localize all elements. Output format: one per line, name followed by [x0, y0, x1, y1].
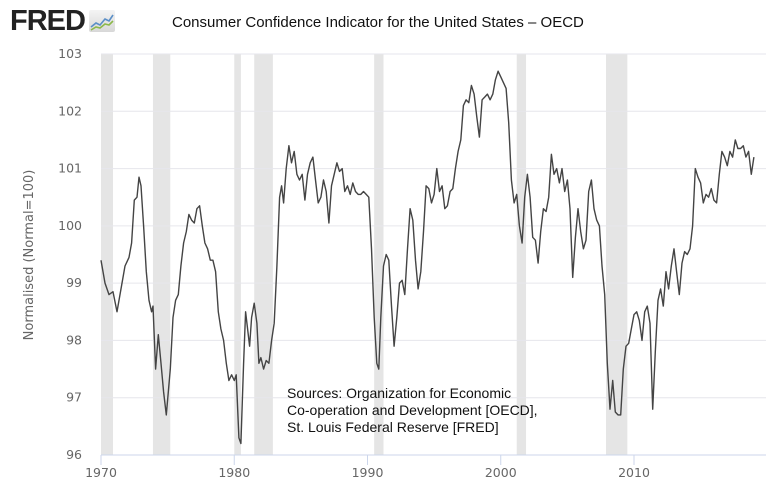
chart-title: Consumer Confidence Indicator for the Un…	[172, 14, 584, 31]
y-tick-label: 100	[58, 218, 82, 233]
x-axis: 1970 1980 1990 2000 2010	[85, 454, 766, 480]
y-tick-label: 99	[66, 275, 82, 290]
y-tick-label: 101	[58, 161, 82, 176]
chart-line-icon	[88, 10, 115, 32]
y-tick-label: 97	[66, 390, 82, 405]
y-tick-label: 96	[66, 447, 82, 462]
recession-band	[516, 54, 527, 455]
series-layer	[100, 70, 755, 445]
x-tick-label: 1970	[85, 465, 117, 480]
recession-band	[606, 54, 628, 455]
y-axis-ticks: 96 97 98 99 100 101 102 103	[58, 46, 82, 462]
recession-band	[234, 54, 241, 455]
x-tick-label: 2000	[485, 465, 517, 480]
x-tick-label: 1990	[352, 465, 384, 480]
y-tick-label: 98	[66, 332, 82, 347]
y-tick-label: 103	[58, 46, 82, 61]
fred-logo-text: FRED	[10, 5, 86, 37]
fred-logo[interactable]: FRED	[10, 6, 115, 36]
recession-band	[101, 54, 113, 455]
y-axis-label: Normalised (Normal=100)	[22, 170, 37, 341]
x-tick-label: 1980	[218, 465, 250, 480]
series-line	[100, 70, 755, 445]
recession-band	[374, 54, 384, 455]
x-tick-label: 2010	[618, 465, 650, 480]
sources-annotation: Sources: Organization for Economic Co-op…	[287, 385, 538, 435]
recession-band	[254, 54, 273, 455]
y-tick-label: 102	[58, 103, 82, 118]
